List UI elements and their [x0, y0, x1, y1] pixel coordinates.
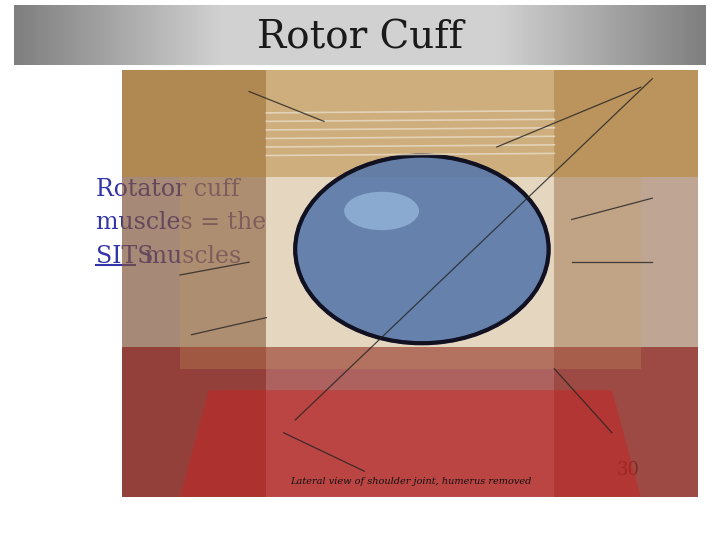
- Ellipse shape: [344, 192, 419, 230]
- Text: Rotor Cuff: Rotor Cuff: [257, 19, 463, 57]
- Polygon shape: [122, 70, 266, 497]
- Polygon shape: [122, 70, 698, 177]
- Polygon shape: [122, 70, 698, 497]
- Text: muscles: muscles: [137, 245, 241, 267]
- Polygon shape: [554, 70, 698, 497]
- Polygon shape: [180, 390, 641, 497]
- Polygon shape: [122, 348, 698, 497]
- Polygon shape: [180, 177, 641, 369]
- Text: Lateral view of shoulder joint, humerus removed: Lateral view of shoulder joint, humerus …: [289, 477, 531, 486]
- Text: 30: 30: [616, 461, 639, 478]
- Text: muscles = the: muscles = the: [96, 211, 266, 234]
- Text: SITS: SITS: [96, 245, 153, 267]
- Circle shape: [295, 156, 549, 343]
- Text: Rotator cuff: Rotator cuff: [96, 178, 239, 201]
